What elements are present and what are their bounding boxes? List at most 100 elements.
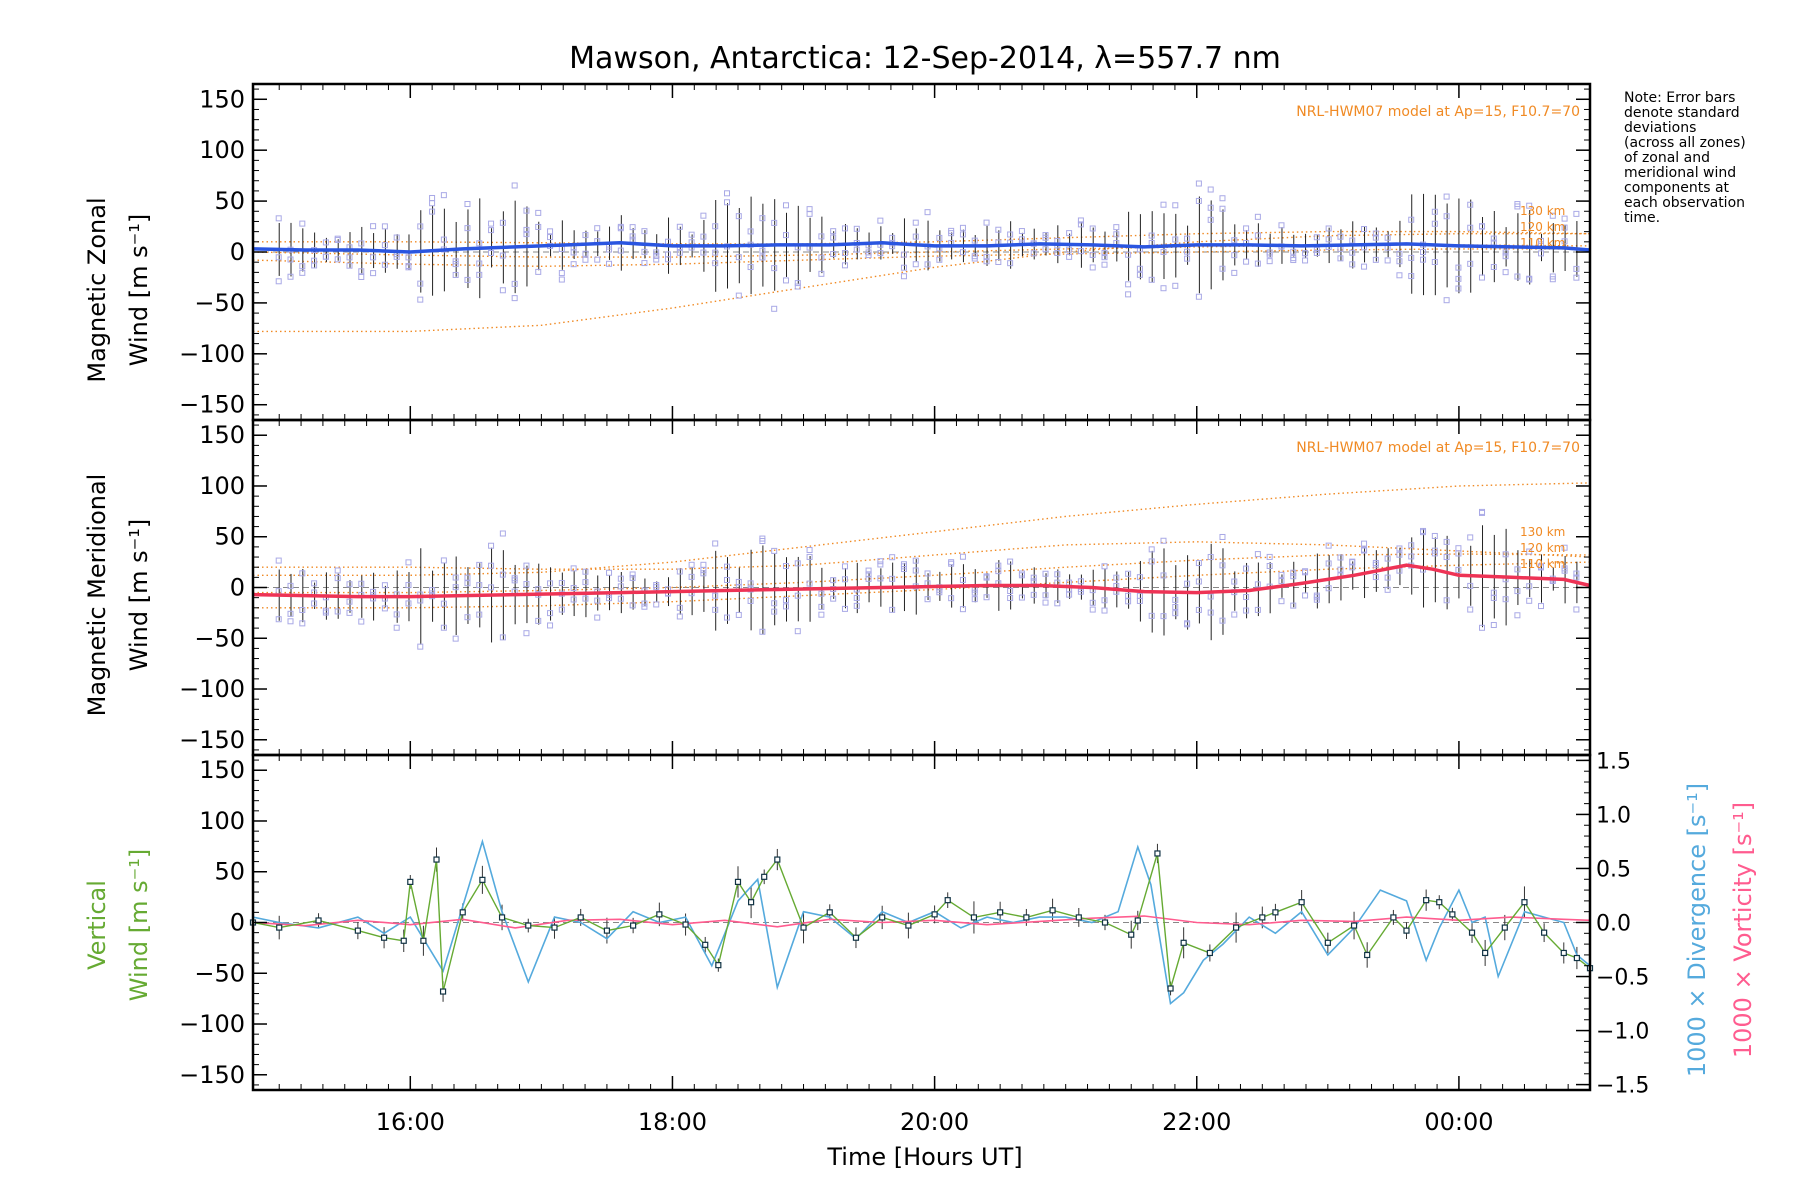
model-curve (253, 230, 1591, 245)
zone-point (558, 276, 565, 283)
zone-point (936, 234, 943, 241)
zone-point (617, 583, 624, 590)
zone-point (629, 602, 636, 609)
zone-point (1467, 582, 1474, 589)
zone-point (452, 635, 459, 642)
zone-point (1054, 600, 1061, 607)
zone-point (688, 573, 695, 580)
zone-point (1514, 203, 1521, 210)
zone-point (1431, 259, 1438, 266)
zone-point (1042, 599, 1049, 606)
zone-point (535, 586, 542, 593)
vertical-wind-point (1272, 909, 1279, 916)
zone-point (1502, 249, 1509, 256)
zone-point (700, 567, 707, 574)
zone-point (641, 260, 648, 267)
y2-tick-label: 1.5 (1596, 749, 1631, 774)
zone-point (1030, 591, 1037, 598)
vertical-wind-point (702, 941, 709, 948)
zone-point (1313, 246, 1320, 253)
zone-point (275, 557, 282, 564)
zone-point (1089, 251, 1096, 258)
zone-point (1266, 251, 1273, 258)
zone-point (1302, 250, 1309, 257)
zone-point (1148, 558, 1155, 565)
zone-point (1290, 602, 1297, 609)
zone-point (511, 280, 518, 287)
zone-point (1148, 232, 1155, 239)
zone-point (558, 606, 565, 613)
vertical-wind-point (682, 921, 689, 928)
zone-point (346, 581, 353, 588)
zone-point (641, 600, 648, 607)
zone-point (1054, 249, 1061, 256)
zone-point (488, 220, 495, 227)
zone-point (724, 199, 731, 206)
zone-point (1184, 248, 1191, 255)
zone-point (1172, 282, 1179, 289)
zone-point (558, 579, 565, 586)
zone-point (924, 596, 931, 603)
zone-point (1018, 236, 1025, 243)
zone-point (617, 575, 624, 582)
zone-point (818, 233, 825, 240)
vertical-wind-point (1180, 939, 1187, 946)
zone-point (1479, 274, 1486, 281)
zonal-ylabel-units: [m s⁻¹] (125, 214, 153, 299)
vertical-wind-point (1403, 927, 1410, 934)
zone-point (511, 575, 518, 582)
zone-point (311, 600, 318, 607)
x-tick-labels: 16:00 18:00 20:00 22:00 00:00 (376, 1108, 1494, 1136)
y2-tick-label: −1.5 (1596, 1074, 1649, 1099)
zone-point (1007, 231, 1014, 238)
zone-point (830, 228, 837, 235)
zone-point (1125, 598, 1132, 605)
y2-tick-label: 1.0 (1596, 803, 1631, 828)
zone-point (1443, 597, 1450, 604)
zone-point (1443, 193, 1450, 200)
zone-point (476, 240, 483, 247)
vertical-wind-point (1324, 939, 1331, 946)
zone-point (440, 624, 447, 631)
zone-point (429, 194, 436, 201)
zone-point (1361, 226, 1368, 233)
zone-point (676, 249, 683, 256)
zone-point (1207, 609, 1214, 616)
zone-point (1089, 264, 1096, 271)
zone-point (594, 256, 601, 263)
zone-point (287, 256, 294, 263)
zone-point (1443, 554, 1450, 561)
zone-point (771, 600, 778, 607)
zone-point (1526, 583, 1533, 590)
zone-point (794, 283, 801, 290)
y-tick-label: 0 (230, 909, 245, 937)
y-tick-label: −100 (179, 1010, 245, 1038)
zone-point (983, 219, 990, 226)
zone-point (924, 209, 931, 216)
zone-point (830, 577, 837, 584)
zone-point (1101, 261, 1108, 268)
zone-point (1549, 273, 1556, 280)
zone-point (818, 603, 825, 610)
zone-point (417, 296, 424, 303)
zone-point (1125, 281, 1132, 288)
y-tick-label: 50 (214, 187, 245, 215)
zone-point (523, 226, 530, 233)
zone-point (747, 228, 754, 235)
zone-point (499, 634, 506, 641)
vertical-wind-point (774, 856, 781, 863)
zone-point (995, 226, 1002, 233)
zone-point (488, 542, 495, 549)
zone-point (287, 582, 294, 589)
zone-point (1526, 202, 1533, 209)
zone-point (782, 232, 789, 239)
zone-point (535, 268, 542, 275)
zone-point (653, 256, 660, 263)
zone-point (900, 561, 907, 568)
zone-point (629, 224, 636, 231)
zone-point (1420, 529, 1427, 536)
zone-point (1538, 237, 1545, 244)
zone-point (959, 224, 966, 231)
zone-point (381, 582, 388, 589)
divergence-line (252, 838, 1591, 1005)
